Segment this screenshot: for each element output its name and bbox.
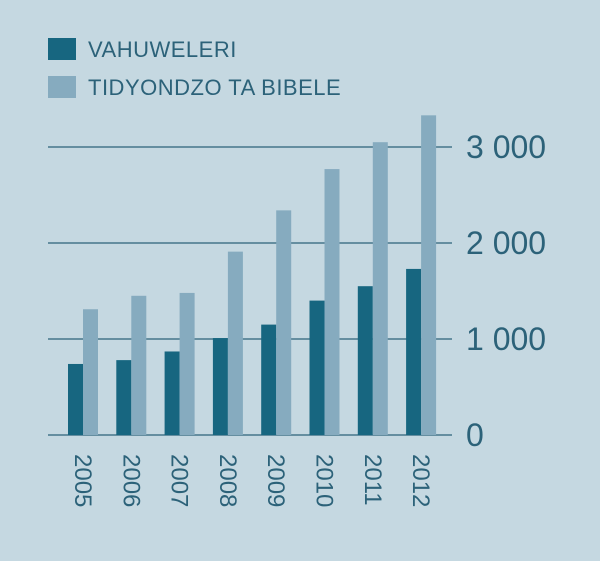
y-axis-ticks: 0 1 000 2 000 3 000 — [466, 129, 546, 453]
gridlines — [48, 146, 452, 436]
legend-swatch-2 — [48, 76, 76, 98]
x-axis-ticks: 2005 2006 2007 2008 2009 2010 2011 2012 — [69, 454, 434, 507]
bar-2006-series-2 — [131, 295, 147, 435]
bar-2006-series-1 — [116, 360, 132, 435]
legend-swatch-1 — [48, 38, 76, 60]
x-tick-label-2008: 2008 — [214, 454, 241, 507]
x-tick-label-2011: 2011 — [359, 454, 386, 506]
bar-2012-series-2 — [421, 115, 437, 435]
x-tick-label-2006: 2006 — [117, 454, 144, 507]
bar-2009-series-1 — [261, 324, 277, 435]
bar-2008-series-2 — [227, 251, 243, 435]
y-tick-label-3: 3 000 — [466, 129, 546, 165]
legend-label-1: VAHUWELERI — [88, 37, 237, 62]
legend: VAHUWELERI TIDYONDZO TA BIBELE — [48, 37, 341, 100]
bar-2012-series-1 — [406, 268, 422, 435]
x-tick-label-2012: 2012 — [407, 454, 434, 507]
y-tick-label-0: 0 — [466, 417, 484, 453]
bar-2010-series-1 — [309, 300, 325, 435]
bar-2011-series-1 — [357, 286, 373, 435]
x-tick-label-2010: 2010 — [311, 454, 338, 507]
bar-2005-series-2 — [83, 309, 98, 435]
bar-2007-series-2 — [179, 292, 195, 435]
legend-label-2: TIDYONDZO TA BIBELE — [88, 75, 341, 100]
x-tick-label-2005: 2005 — [69, 454, 96, 507]
y-tick-label-2: 2 000 — [466, 225, 546, 261]
bar-2007-series-1 — [164, 351, 180, 435]
bar-2008-series-1 — [212, 338, 228, 435]
y-tick-label-1: 1 000 — [466, 321, 546, 357]
x-tick-label-2007: 2007 — [166, 454, 193, 507]
bars — [68, 115, 437, 435]
bar-2011-series-2 — [372, 142, 388, 435]
bar-2009-series-2 — [276, 210, 292, 435]
x-tick-label-2009: 2009 — [262, 454, 289, 507]
bar-2005-series-1 — [68, 363, 83, 435]
bar-2010-series-2 — [324, 169, 340, 435]
